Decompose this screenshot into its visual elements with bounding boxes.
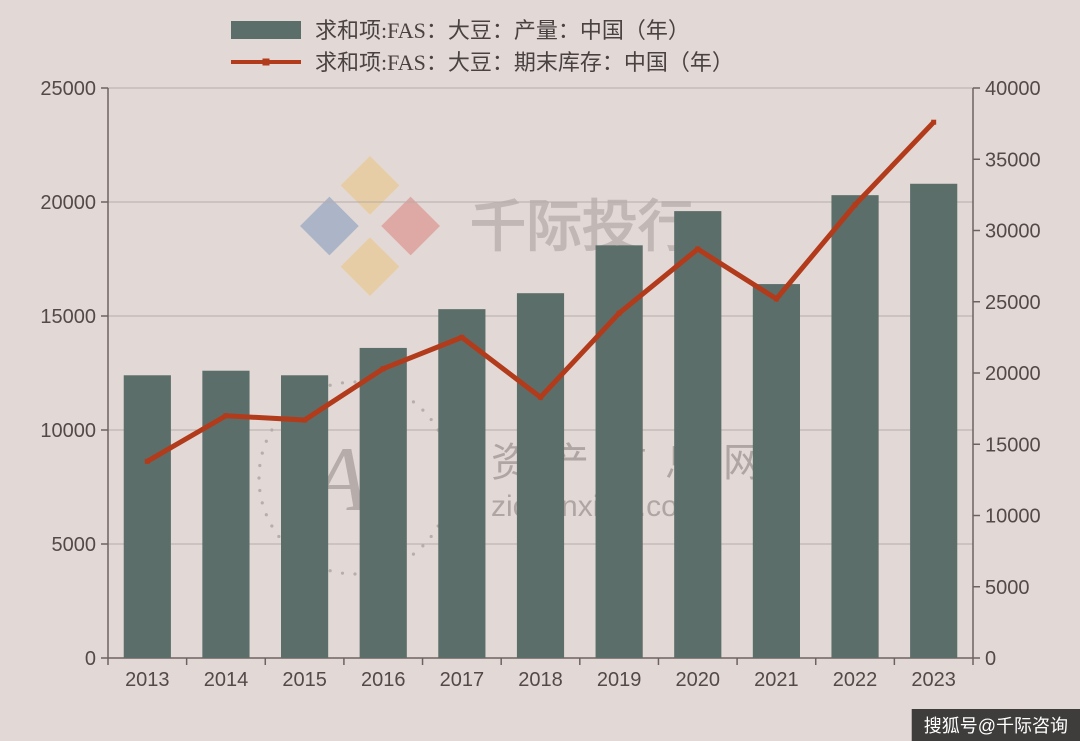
line-marker xyxy=(774,296,779,301)
x-category-label: 2018 xyxy=(518,669,563,691)
line-marker xyxy=(617,311,622,316)
x-category-label: 2023 xyxy=(911,669,956,691)
line-marker xyxy=(381,366,386,371)
line-marker xyxy=(931,120,936,125)
y-right-tick-label: 35000 xyxy=(985,149,1041,171)
y-left-tick-label: 20000 xyxy=(40,192,96,214)
x-category-label: 2017 xyxy=(440,669,485,691)
x-category-label: 2019 xyxy=(597,669,642,691)
y-right-tick-label: 40000 xyxy=(985,78,1041,100)
bar xyxy=(360,348,407,658)
x-category-label: 2022 xyxy=(833,669,878,691)
x-category-label: 2013 xyxy=(125,669,170,691)
bar xyxy=(674,211,721,658)
bar xyxy=(438,309,485,658)
bar xyxy=(831,195,878,658)
bar xyxy=(753,284,800,658)
line-marker xyxy=(459,335,464,340)
legend-swatch-bar xyxy=(231,21,301,39)
y-left-tick-label: 10000 xyxy=(40,420,96,442)
x-category-label: 2014 xyxy=(204,669,249,691)
x-category-label: 2016 xyxy=(361,669,406,691)
bar xyxy=(124,375,171,658)
x-category-label: 2020 xyxy=(676,669,721,691)
y-right-tick-label: 10000 xyxy=(985,506,1041,528)
x-category-label: 2021 xyxy=(754,669,799,691)
legend-swatch-line-marker xyxy=(263,59,270,66)
line-marker xyxy=(302,418,307,423)
legend-label-line: 求和项:FAS：大豆：期末库存：中国（年） xyxy=(315,50,734,75)
y-right-tick-label: 30000 xyxy=(985,221,1041,243)
y-left-tick-label: 5000 xyxy=(52,534,97,556)
y-right-tick-label: 0 xyxy=(985,648,996,670)
y-left-tick-label: 25000 xyxy=(40,78,96,100)
y-right-tick-label: 25000 xyxy=(985,292,1041,314)
y-right-tick-label: 5000 xyxy=(985,577,1030,599)
bar xyxy=(596,245,643,658)
legend-label-bar: 求和项:FAS：大豆：产量：中国（年） xyxy=(315,18,690,43)
watermark-logo-text: 千际投行 xyxy=(470,195,694,258)
chart-container: 千际投行AI资 产 信 息 网zichanxinxi.com0500010000… xyxy=(0,0,1080,741)
y-left-tick-label: 0 xyxy=(85,648,96,670)
bar xyxy=(517,293,564,658)
y-left-tick-label: 15000 xyxy=(40,306,96,328)
line-marker xyxy=(695,247,700,252)
bar xyxy=(910,184,957,658)
y-right-tick-label: 20000 xyxy=(985,363,1041,385)
line-marker xyxy=(223,413,228,418)
y-right-tick-label: 15000 xyxy=(985,434,1041,456)
footer-text: 搜狐号@千际咨询 xyxy=(924,716,1068,736)
line-marker xyxy=(538,395,543,400)
x-category-label: 2015 xyxy=(282,669,327,691)
line-marker xyxy=(145,459,150,464)
line-marker xyxy=(853,202,858,207)
